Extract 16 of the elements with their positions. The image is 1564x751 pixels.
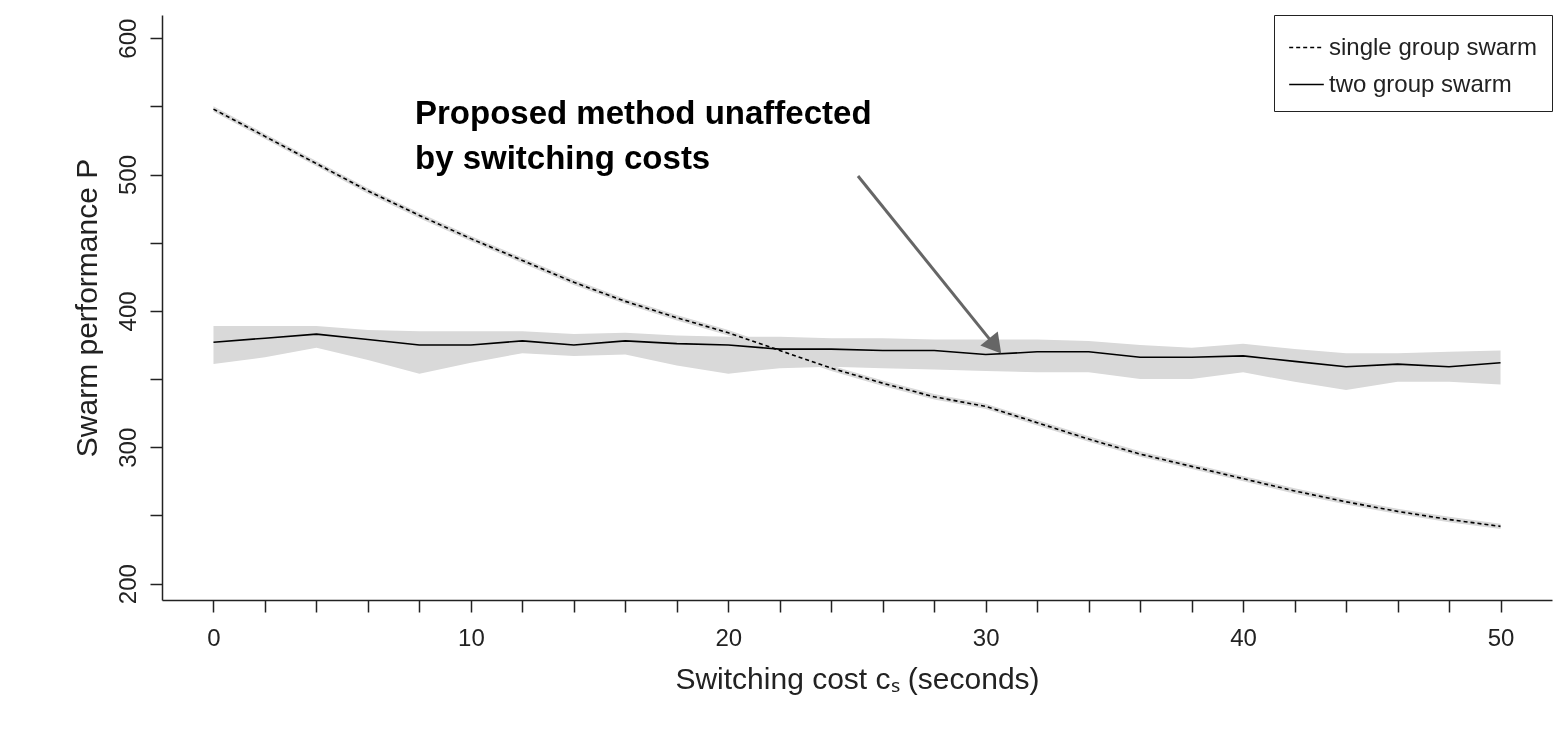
y-tick-label: 600 [113,18,141,59]
x-tick-label: 20 [715,623,743,651]
y-tick-label: 200 [113,564,141,605]
y-tick-label: 300 [113,427,141,468]
x-tick-label: 30 [972,623,1000,651]
x-tick-label: 40 [1230,623,1257,651]
y-tick-label: 500 [113,155,141,196]
legend-label: single group swarm [1329,32,1538,60]
x-axis-title: Switching cost cₛ (seconds) [675,661,1040,695]
x-tick-label: 10 [458,623,485,651]
y-axis-title: Swarm performance P [69,158,103,458]
annotation: Proposed method unaffected by switching costs [415,94,872,176]
legend-label: two group swarm [1329,69,1512,97]
x-tick-label: 50 [1487,623,1515,651]
y-tick-label: 400 [113,291,141,332]
x-tick-label: 0 [207,623,221,651]
